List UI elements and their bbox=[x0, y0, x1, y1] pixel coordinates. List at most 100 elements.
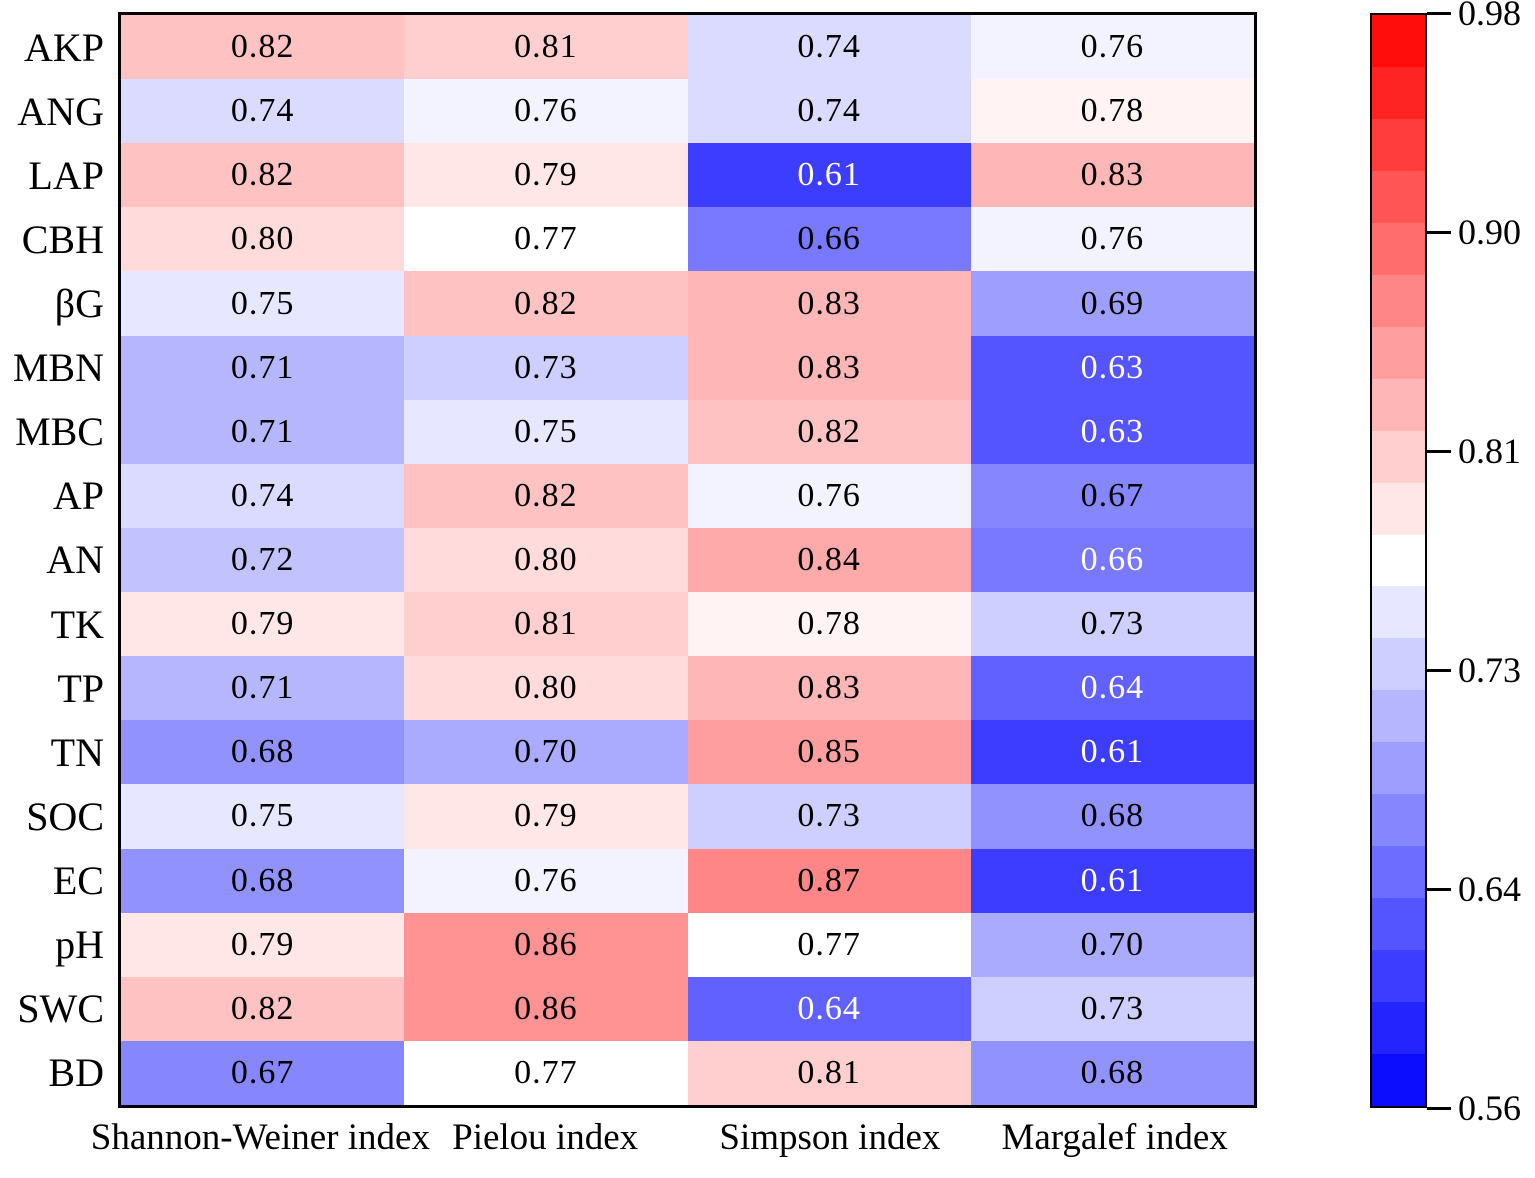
row-label: BD bbox=[48, 1050, 104, 1096]
heatmap-cell: 0.64 bbox=[687, 976, 971, 1041]
column-label: Pielou index bbox=[452, 1117, 639, 1158]
colorbar-band bbox=[1372, 638, 1425, 691]
heatmap-cell: 0.79 bbox=[121, 912, 405, 977]
colorbar-band bbox=[1372, 118, 1425, 171]
column-label: Simpson index bbox=[719, 1117, 941, 1158]
colorbar-tick-label: 0.90 bbox=[1458, 212, 1521, 252]
heatmap-cell: 0.66 bbox=[687, 207, 971, 272]
heatmap-cell: 0.70 bbox=[404, 720, 688, 785]
heatmap-cell: 0.73 bbox=[687, 784, 971, 849]
colorbar-band bbox=[1372, 1002, 1425, 1055]
colorbar-band bbox=[1372, 66, 1425, 119]
heatmap-cell: 0.80 bbox=[404, 656, 688, 721]
colorbar-band bbox=[1372, 274, 1425, 327]
heatmap-cell: 0.76 bbox=[970, 207, 1254, 272]
row-label: TN bbox=[50, 729, 104, 775]
heatmap-cell: 0.67 bbox=[970, 463, 1254, 528]
colorbar-band bbox=[1372, 430, 1425, 483]
colorbar-tick-mark bbox=[1427, 449, 1451, 453]
column-label: Shannon-Weiner index bbox=[90, 1117, 430, 1158]
heatmap-cell: 0.74 bbox=[121, 463, 405, 528]
heatmap-cell: 0.81 bbox=[404, 15, 688, 80]
heatmap-cell: 0.83 bbox=[970, 143, 1254, 208]
colorbar-tick-mark bbox=[1427, 230, 1451, 234]
colorbar-band bbox=[1372, 378, 1425, 431]
colorbar-band bbox=[1372, 15, 1425, 67]
row-label: LAP bbox=[28, 152, 104, 198]
colorbar-tick-mark bbox=[1427, 1106, 1451, 1110]
heatmap-cell: 0.82 bbox=[121, 976, 405, 1041]
heatmap-cell: 0.74 bbox=[687, 15, 971, 80]
colorbar-band bbox=[1372, 950, 1425, 1003]
heatmap-cell: 0.78 bbox=[970, 79, 1254, 144]
heatmap-cell: 0.73 bbox=[404, 335, 688, 400]
heatmap-cell: 0.82 bbox=[121, 143, 405, 208]
heatmap-cell: 0.63 bbox=[970, 335, 1254, 400]
colorbar-band bbox=[1372, 742, 1425, 795]
colorbar-band bbox=[1372, 326, 1425, 379]
colorbar-tick-label: 0.98 bbox=[1458, 0, 1521, 33]
row-label: ANG bbox=[17, 88, 104, 134]
colorbar-tick-label: 0.81 bbox=[1458, 431, 1521, 471]
row-label: pH bbox=[55, 922, 104, 968]
heatmap-cell: 0.82 bbox=[121, 15, 405, 80]
column-label: Margalef index bbox=[1001, 1117, 1228, 1158]
colorbar bbox=[1370, 13, 1427, 1108]
heatmap-cell: 0.71 bbox=[121, 656, 405, 721]
heatmap-cell: 0.85 bbox=[687, 720, 971, 785]
heatmap-cell: 0.66 bbox=[970, 527, 1254, 593]
row-label: βG bbox=[54, 281, 104, 327]
heatmap-cell: 0.81 bbox=[404, 592, 688, 657]
heatmap-cell: 0.76 bbox=[404, 848, 688, 913]
heatmap-cell: 0.79 bbox=[404, 143, 688, 208]
y-axis-row-labels: AKP ANG LAP CBH βG MBN MBC AP AN TK TP TN SOC EC pH SWC… bbox=[0, 12, 104, 1108]
heatmap-cell: 0.68 bbox=[121, 720, 405, 785]
heatmap-cell: 0.68 bbox=[970, 784, 1254, 849]
heatmap-cell: 0.68 bbox=[970, 1040, 1254, 1105]
colorbar-tick-mark bbox=[1427, 887, 1451, 891]
colorbar-tick-label: 0.56 bbox=[1458, 1088, 1521, 1128]
colorbar-band bbox=[1372, 1054, 1425, 1107]
heatmap-cell: 0.63 bbox=[970, 399, 1254, 464]
heatmap-cell: 0.86 bbox=[404, 912, 688, 977]
heatmap-cell: 0.71 bbox=[121, 335, 405, 400]
heatmap-cell: 0.67 bbox=[121, 1040, 405, 1105]
heatmap-cell: 0.69 bbox=[970, 271, 1254, 336]
heatmap-cell: 0.86 bbox=[404, 976, 688, 1041]
heatmap-cell: 0.76 bbox=[970, 15, 1254, 80]
heatmap-cell: 0.68 bbox=[121, 848, 405, 913]
colorbar-tick-label: 0.73 bbox=[1458, 650, 1521, 690]
colorbar-band bbox=[1372, 794, 1425, 847]
heatmap-cell: 0.83 bbox=[687, 656, 971, 721]
row-label: CBH bbox=[21, 216, 104, 262]
colorbar-tick-mark bbox=[1427, 11, 1451, 15]
colorbar-band bbox=[1372, 898, 1425, 951]
heatmap-cell: 0.71 bbox=[121, 399, 405, 464]
heatmap-cell: 0.70 bbox=[970, 912, 1254, 977]
heatmap-cell: 0.76 bbox=[404, 79, 688, 144]
heatmap-cell: 0.80 bbox=[404, 527, 688, 593]
heatmap-cell: 0.74 bbox=[687, 79, 971, 144]
colorbar-band bbox=[1372, 690, 1425, 743]
heatmap-cell: 0.64 bbox=[970, 656, 1254, 721]
colorbar-band bbox=[1372, 846, 1425, 899]
heatmap-cell: 0.61 bbox=[970, 720, 1254, 785]
row-label: SOC bbox=[26, 793, 104, 839]
heatmap-cell: 0.82 bbox=[404, 463, 688, 528]
heatmap-cell: 0.61 bbox=[687, 143, 971, 208]
row-label: SWC bbox=[17, 986, 104, 1032]
row-label: MBC bbox=[15, 409, 104, 455]
heatmap-cell: 0.82 bbox=[404, 271, 688, 336]
heatmap-cell: 0.77 bbox=[404, 1040, 688, 1105]
row-label: AKP bbox=[23, 24, 104, 70]
row-label: TP bbox=[57, 665, 104, 711]
heatmap-cell: 0.72 bbox=[121, 527, 405, 593]
heatmap-grid: 0.82 0.81 0.74 0.76 0.74 0.76 0.74 0.78 0.82 0.79… bbox=[118, 12, 1257, 1108]
heatmap-cell: 0.80 bbox=[121, 207, 405, 272]
row-label: AN bbox=[46, 537, 104, 583]
heatmap-cell: 0.75 bbox=[121, 271, 405, 336]
heatmap-cell: 0.84 bbox=[687, 527, 971, 593]
heatmap-cell: 0.87 bbox=[687, 848, 971, 913]
heatmap-cell: 0.79 bbox=[404, 784, 688, 849]
